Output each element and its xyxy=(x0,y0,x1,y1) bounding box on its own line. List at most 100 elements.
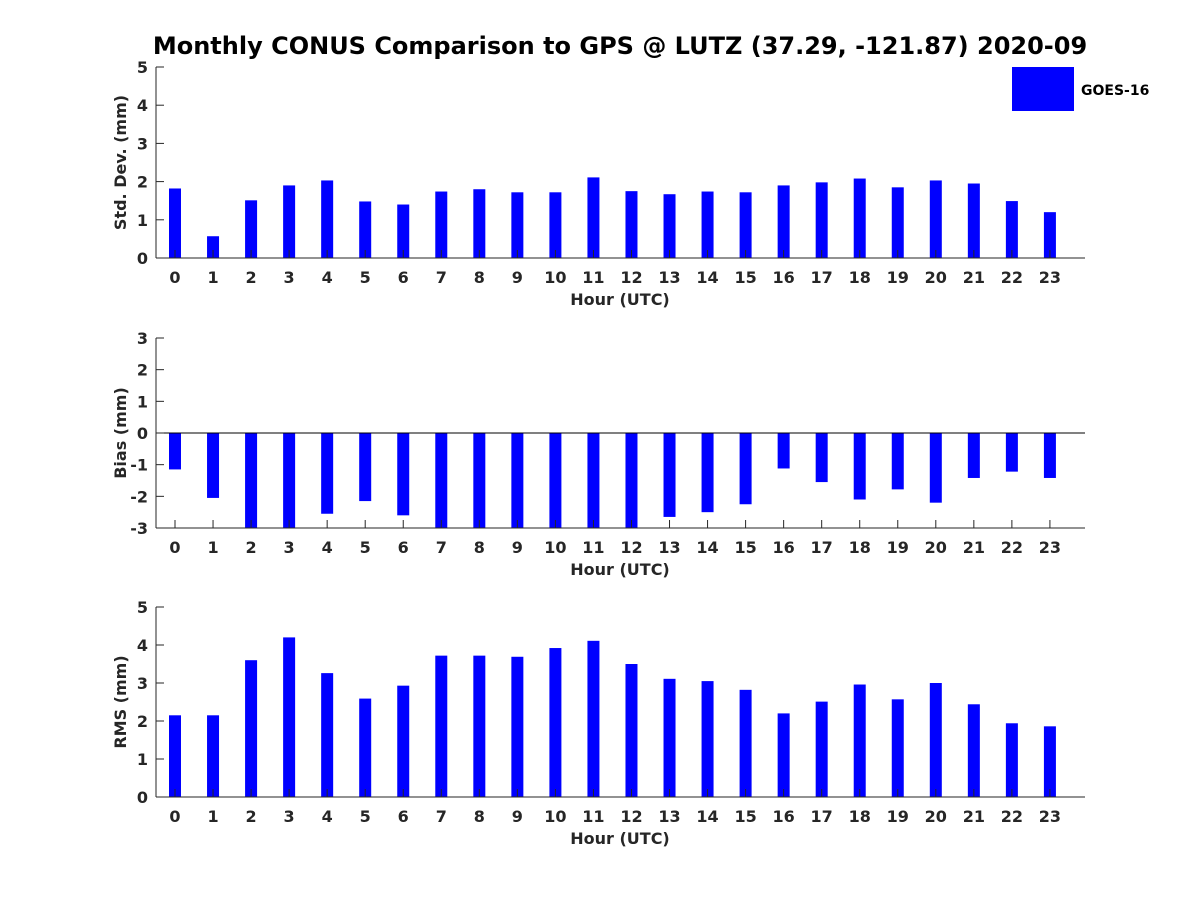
x-tick-label: 4 xyxy=(322,538,333,557)
y-tick-label: -3 xyxy=(130,519,148,538)
x-tick-label: 3 xyxy=(284,268,295,287)
bar-22 xyxy=(1005,201,1018,258)
x-tick-label: 12 xyxy=(620,807,642,826)
x-tick-label: 23 xyxy=(1039,807,1061,826)
x-tick-label: 7 xyxy=(436,807,447,826)
x-tick-label: 16 xyxy=(773,807,795,826)
bar-3 xyxy=(283,433,296,528)
bar-14 xyxy=(701,433,714,513)
x-tick-label: 3 xyxy=(284,538,295,557)
bar-18 xyxy=(853,178,866,258)
bar-22 xyxy=(1005,723,1018,797)
x-tick-label: 12 xyxy=(620,268,642,287)
x-tick-label: 13 xyxy=(658,807,680,826)
bar-9 xyxy=(511,192,524,258)
x-tick-label: 22 xyxy=(1001,268,1023,287)
bar-18 xyxy=(853,433,866,500)
x-tick-label: 2 xyxy=(246,807,257,826)
y-axis-label: Bias (mm) xyxy=(111,387,130,479)
y-tick-label: 4 xyxy=(137,636,148,655)
bar-19 xyxy=(891,433,904,490)
x-tick-label: 14 xyxy=(696,807,718,826)
x-tick-label: 5 xyxy=(360,268,371,287)
x-tick-label: 9 xyxy=(512,268,523,287)
x-tick-label: 16 xyxy=(773,538,795,557)
bar-0 xyxy=(169,188,181,258)
y-tick-label: 3 xyxy=(137,134,148,153)
x-tick-label: 3 xyxy=(284,807,295,826)
x-tick-label: 7 xyxy=(436,538,447,557)
bar-0 xyxy=(169,433,181,470)
legend-swatch xyxy=(1012,67,1074,111)
bar-20 xyxy=(929,683,942,797)
chart-title: Monthly CONUS Comparison to GPS @ LUTZ (… xyxy=(153,32,1087,60)
x-tick-label: 0 xyxy=(169,807,180,826)
x-tick-label: 11 xyxy=(582,538,604,557)
bar-18 xyxy=(853,684,866,797)
bar-12 xyxy=(625,664,638,797)
bar-1 xyxy=(207,236,220,258)
bar-5 xyxy=(359,433,372,502)
bar-1 xyxy=(207,715,220,797)
x-tick-label: 12 xyxy=(620,538,642,557)
y-tick-label: 3 xyxy=(137,329,148,348)
bar-15 xyxy=(739,192,752,258)
y-tick-label: 2 xyxy=(137,712,148,731)
x-tick-label: 1 xyxy=(207,538,218,557)
bar-20 xyxy=(929,433,942,503)
bar-9 xyxy=(511,433,524,528)
bar-5 xyxy=(359,698,372,797)
bar-20 xyxy=(929,180,942,258)
x-tick-label: 23 xyxy=(1039,538,1061,557)
bar-6 xyxy=(397,204,410,258)
x-tick-label: 11 xyxy=(582,807,604,826)
legend: GOES-16 xyxy=(1012,67,1149,111)
bar-14 xyxy=(701,681,714,797)
bar-7 xyxy=(435,655,448,797)
x-tick-label: 0 xyxy=(169,268,180,287)
bar-11 xyxy=(587,433,600,528)
bar-23 xyxy=(1043,212,1056,258)
x-tick-label: 10 xyxy=(544,538,566,557)
x-tick-label: 14 xyxy=(696,268,718,287)
bar-10 xyxy=(549,648,562,797)
x-tick-label: 18 xyxy=(849,807,871,826)
x-tick-label: 6 xyxy=(398,268,409,287)
bar-14 xyxy=(701,191,714,258)
x-tick-label: 15 xyxy=(734,807,756,826)
bar-2 xyxy=(245,433,258,528)
bar-15 xyxy=(739,433,752,505)
y-axis-label: RMS (mm) xyxy=(111,655,130,748)
x-tick-label: 8 xyxy=(474,268,485,287)
bar-8 xyxy=(473,189,486,258)
y-tick-label: 1 xyxy=(137,392,148,411)
x-tick-label: 6 xyxy=(398,807,409,826)
y-axis-label: Std. Dev. (mm) xyxy=(111,95,130,230)
x-tick-label: 21 xyxy=(963,807,985,826)
bar-2 xyxy=(245,200,258,258)
bar-22 xyxy=(1005,433,1018,472)
x-tick-label: 4 xyxy=(322,268,333,287)
bar-13 xyxy=(663,433,676,517)
x-tick-label: 11 xyxy=(582,268,604,287)
x-tick-label: 20 xyxy=(925,538,947,557)
x-tick-label: 18 xyxy=(849,538,871,557)
x-tick-label: 10 xyxy=(544,268,566,287)
x-tick-label: 5 xyxy=(360,538,371,557)
y-tick-label: 2 xyxy=(137,361,148,380)
bar-2 xyxy=(245,660,258,797)
y-tick-label: 1 xyxy=(137,211,148,230)
x-axis-label: Hour (UTC) xyxy=(570,290,670,309)
bar-9 xyxy=(511,656,524,797)
bar-10 xyxy=(549,192,562,258)
y-tick-label: 5 xyxy=(137,58,148,77)
x-tick-label: 5 xyxy=(360,807,371,826)
x-tick-label: 15 xyxy=(734,538,756,557)
x-axis-label: Hour (UTC) xyxy=(570,560,670,579)
bar-5 xyxy=(359,201,372,258)
legend-label: GOES-16 xyxy=(1081,83,1149,99)
bar-4 xyxy=(321,180,334,258)
